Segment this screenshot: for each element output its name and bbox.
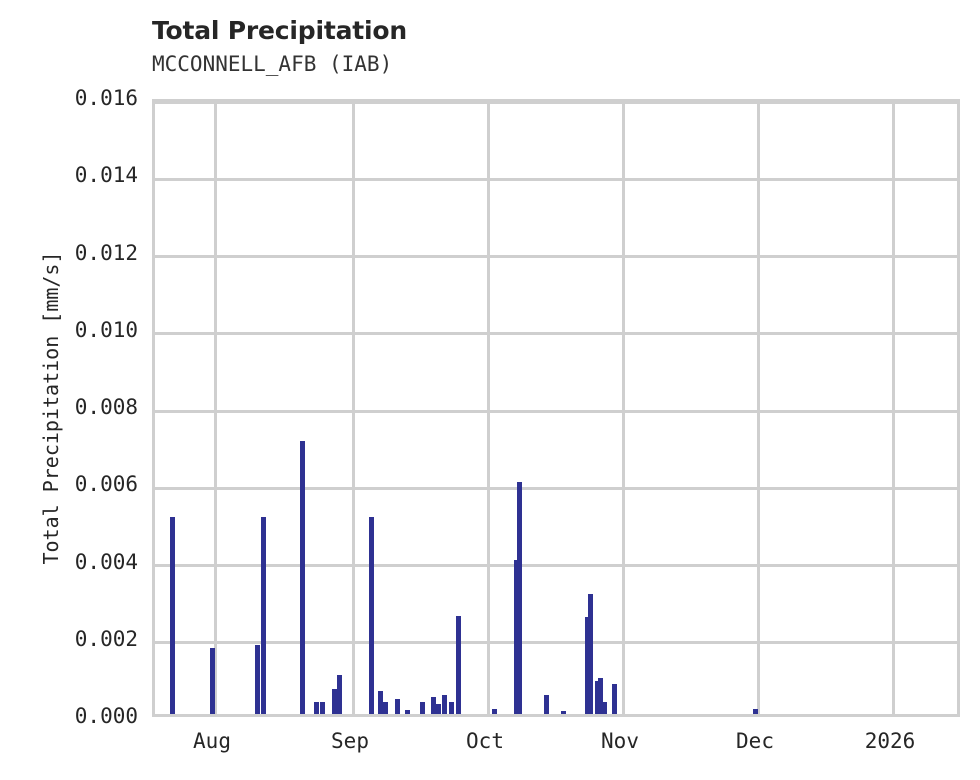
gridline-vertical (891, 102, 895, 714)
bar (313, 702, 319, 714)
y-axis-tick-label: 0.000 (74, 704, 138, 728)
bar (368, 517, 374, 714)
bar (299, 441, 305, 714)
bar (587, 594, 593, 714)
bar (377, 690, 383, 714)
gridline-vertical (621, 102, 625, 714)
bar (404, 709, 410, 714)
bar (560, 710, 566, 714)
bar (594, 681, 600, 714)
gridline-vertical (351, 102, 355, 714)
bar (491, 708, 497, 714)
bar (441, 695, 447, 714)
x-axis-tick-label: 2026 (864, 729, 916, 753)
bar (435, 704, 441, 714)
plot-area (152, 99, 960, 717)
x-axis-tick-label: Nov (601, 729, 639, 753)
bar (752, 709, 758, 714)
bar (169, 517, 175, 714)
bar (601, 702, 607, 714)
bar (209, 648, 215, 714)
bar (382, 702, 388, 714)
bar (584, 617, 590, 714)
bar (516, 482, 522, 714)
bar (254, 645, 260, 714)
x-axis-tick-label: Dec (736, 729, 774, 753)
y-axis-tick-label: 0.002 (74, 626, 138, 651)
bar (331, 688, 337, 714)
y-axis-tick-label: 0.014 (74, 163, 138, 188)
gridline-vertical (486, 102, 490, 714)
gridline-horizontal (155, 409, 957, 413)
plot-inner (155, 100, 957, 714)
gridline-horizontal (155, 641, 957, 645)
y-axis-tick-label: 0.006 (74, 472, 138, 497)
y-axis-tick-label: 0.012 (74, 240, 138, 265)
gridline-horizontal (155, 486, 957, 490)
gridline-horizontal (155, 332, 957, 336)
bar (513, 559, 519, 714)
bar (448, 702, 454, 714)
y-axis-tick-label: 0.010 (74, 317, 138, 342)
gridline-horizontal (155, 100, 957, 104)
bar (394, 698, 400, 714)
y-axis-tick-label: 0.008 (74, 395, 138, 419)
x-axis-tick-label: Oct (466, 729, 504, 753)
gridline-vertical (213, 102, 217, 714)
bar (336, 675, 342, 714)
bar (543, 694, 549, 714)
x-axis-tick-label: Aug (193, 729, 231, 753)
bar (455, 615, 461, 714)
bar (597, 678, 603, 714)
bar (419, 702, 425, 714)
bar (260, 517, 266, 714)
y-axis-tick-label: 0.004 (74, 549, 138, 574)
chart-subtitle: MCCONNELL_AFB (IAB) (152, 52, 393, 76)
bar (611, 683, 617, 714)
gridline-horizontal (155, 564, 957, 567)
gridline-vertical (756, 102, 760, 714)
gridline-horizontal (155, 255, 957, 258)
bar (430, 697, 436, 714)
x-axis-tick-label: Sep (331, 729, 369, 753)
bar (319, 701, 325, 714)
y-axis-tick-label: 0.016 (74, 86, 138, 110)
page-title: Total Precipitation (152, 16, 407, 45)
gridline-horizontal (155, 177, 957, 181)
